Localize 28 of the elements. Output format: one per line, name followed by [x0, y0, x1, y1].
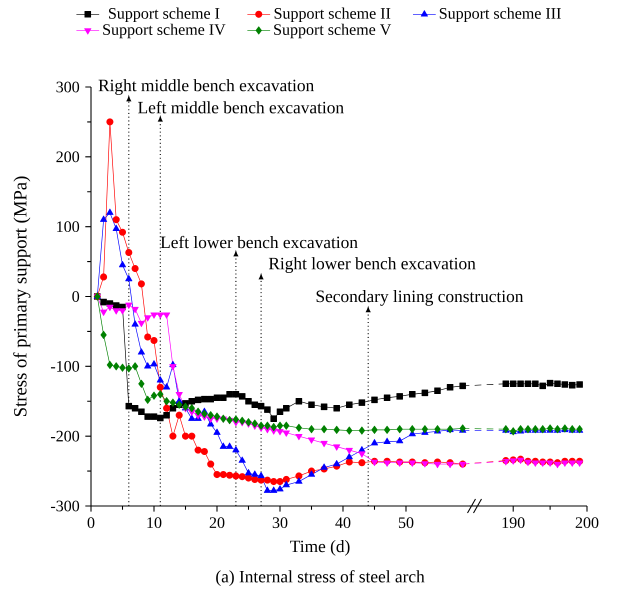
ref-line-label: Secondary lining construction: [316, 290, 524, 306]
x-tick-label: 30: [272, 517, 288, 528]
x-axis-title: Time (d): [290, 540, 350, 556]
y-tick-label: 100: [57, 221, 80, 232]
text: (a) Internal stress of steel arch: [216, 570, 425, 586]
legend-label: Support scheme I: [109, 8, 220, 22]
ref-line-label: Right lower bench excavation: [268, 257, 476, 273]
ref-line-label: Left lower bench excavation: [160, 236, 358, 248]
x-tick-label: 190: [502, 517, 525, 528]
legend-label: Support scheme V: [274, 24, 392, 38]
x-tick-label: 50: [398, 517, 414, 528]
y-axis-title: Stress of primary support (MPa): [13, 176, 30, 416]
x-tick-label: 10: [147, 517, 162, 528]
x-tick-label: 200: [576, 517, 598, 528]
y-tick-label: 200: [56, 151, 80, 162]
y-tick-label: 300: [56, 82, 80, 92]
y-tick-label: -200: [50, 430, 80, 442]
y-tick-label: -300: [50, 500, 80, 512]
y-tick-label: -100: [50, 360, 80, 372]
ref-line-label: Right middle bench excavation: [98, 79, 314, 95]
x-tick-label: 40: [335, 517, 350, 528]
legend-label: Support scheme III: [440, 8, 561, 22]
y-tick-label: 0: [72, 291, 80, 302]
legend-label: Support scheme IV: [103, 24, 226, 38]
x-tick-label: 0: [88, 517, 94, 528]
legend-label: Support scheme II: [274, 8, 390, 22]
ref-line-label: Left middle bench excavation: [138, 101, 344, 114]
x-tick-label: 20: [210, 517, 224, 528]
